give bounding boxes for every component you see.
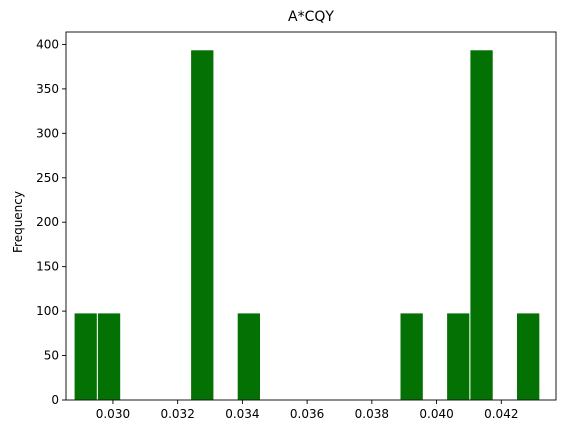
x-tick-label: 0.042	[484, 407, 518, 421]
y-tick-label: 250	[36, 171, 59, 185]
y-axis-title: Frequency	[11, 191, 25, 253]
y-tick-label: 300	[36, 126, 59, 140]
y-tick-label: 0	[51, 393, 59, 407]
y-tick-label: 200	[36, 215, 59, 229]
plot-frame	[65, 31, 557, 401]
histogram-bar	[516, 312, 541, 401]
bars-layer	[73, 49, 541, 401]
chart-title: A*CQY	[288, 9, 334, 25]
histogram-bar	[469, 49, 494, 401]
histogram-bar	[236, 312, 262, 401]
histogram-bar	[190, 49, 215, 401]
histogram-bar	[73, 312, 98, 401]
x-tick-label: 0.036	[290, 407, 324, 421]
x-axis: 0.030 0.032 0.034 0.036 0.038 0.040 0.042	[96, 400, 518, 421]
x-tick-label: 0.034	[225, 407, 259, 421]
histogram-bar	[399, 312, 424, 401]
y-tick-label: 100	[36, 304, 59, 318]
x-tick-label: 0.032	[160, 407, 194, 421]
y-axis: 0 50 100 150 200 250 300 350 400	[36, 37, 66, 407]
y-tick-label: 350	[36, 82, 59, 96]
y-tick-label: 150	[36, 260, 59, 274]
x-tick-label: 0.038	[355, 407, 389, 421]
y-tick-label: 400	[36, 37, 59, 51]
x-tick-label: 0.040	[419, 407, 453, 421]
histogram-bar	[446, 312, 471, 401]
histogram-bar	[96, 312, 122, 401]
y-tick-label: 50	[44, 349, 59, 363]
x-tick-label: 0.030	[96, 407, 130, 421]
